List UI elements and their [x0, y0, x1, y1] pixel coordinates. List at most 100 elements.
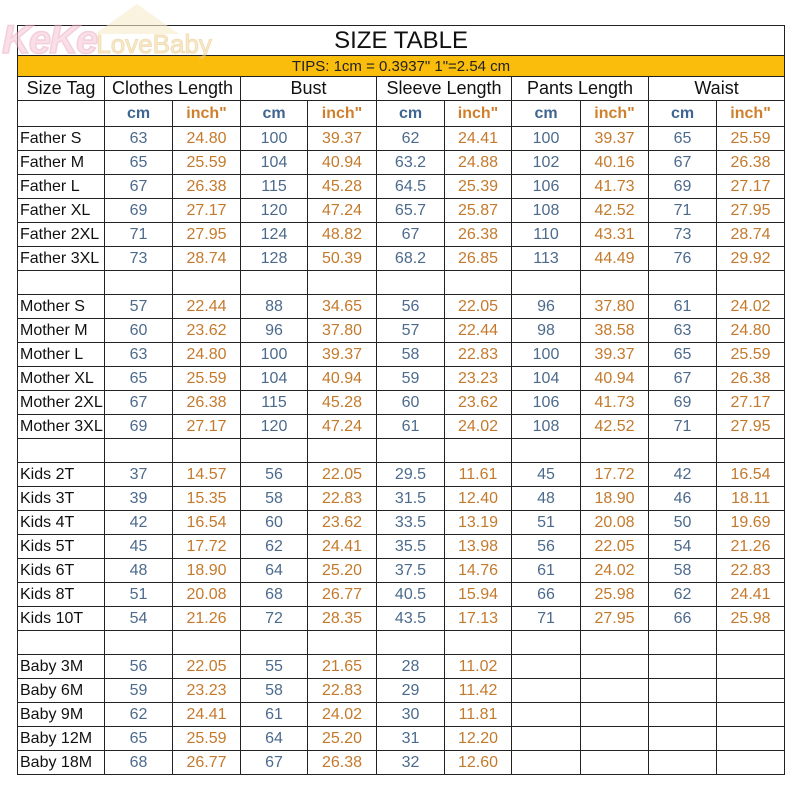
table-row: Mother L 63 24.80 100 39.37 58 22.83 100 39.37 65… — [17, 342, 786, 367]
size-tag-cell: Kids 6T — [17, 558, 105, 583]
inch-value-cell: 28.74 — [715, 222, 786, 247]
inch-value-cell: 47.24 — [307, 198, 377, 223]
inch-value-cell: 22.05 — [307, 462, 377, 487]
empty-cell — [648, 630, 717, 655]
cm-value-cell: 33.5 — [376, 510, 445, 535]
cm-value-cell: 57 — [376, 318, 445, 343]
inch-value-cell: 11.42 — [444, 678, 512, 703]
unit-inch: inch" — [172, 100, 241, 127]
table-row: Kids 10T 54 21.26 72 28.35 43.5 17.13 71 27.95 66… — [17, 606, 786, 631]
empty-cell — [240, 630, 308, 655]
inch-value-cell: 45.28 — [307, 390, 377, 415]
inch-value-cell: 22.83 — [715, 558, 786, 583]
table-row: Baby 9M 62 24.41 61 24.02 30 11.81 — [17, 702, 786, 727]
cm-value-cell: 63 — [648, 318, 717, 343]
table-row: Baby 3M 56 22.05 55 21.65 28 11.02 — [17, 654, 786, 679]
cm-value-cell: 43.5 — [376, 606, 445, 631]
inch-value-cell: 21.65 — [307, 654, 377, 679]
cm-value-cell: 60 — [240, 510, 308, 535]
inch-value-cell: 38.58 — [580, 318, 649, 343]
cm-value-cell: 71 — [648, 198, 717, 223]
empty-cell — [648, 438, 717, 463]
cm-value-cell — [648, 654, 717, 679]
inch-value-cell: 24.41 — [172, 702, 241, 727]
size-tag-cell: Father S — [17, 126, 105, 151]
table-row: Mother S 57 22.44 88 34.65 56 22.05 96 37.80 61 24… — [17, 294, 786, 319]
cm-value-cell: 55 — [240, 654, 308, 679]
size-tag-cell: Father 2XL — [17, 222, 105, 247]
cm-value-cell: 61 — [240, 702, 308, 727]
inch-value-cell — [715, 726, 786, 751]
cm-value-cell: 63.2 — [376, 150, 445, 175]
inch-value-cell: 27.17 — [715, 174, 786, 199]
size-tag-cell: Kids 5T — [17, 534, 105, 559]
cm-value-cell: 67 — [240, 750, 308, 775]
cm-value-cell: 67 — [104, 174, 173, 199]
inch-value-cell: 44.49 — [580, 246, 649, 271]
inch-value-cell: 37.80 — [580, 294, 649, 319]
cm-value-cell: 60 — [104, 318, 173, 343]
header-bust: Bust — [240, 76, 377, 101]
table-row: Kids 5T 45 17.72 62 24.41 35.5 13.98 56 22.05 54 2… — [17, 534, 786, 559]
empty-cell — [172, 270, 241, 295]
inch-value-cell: 25.59 — [715, 342, 786, 367]
inch-value-cell: 13.19 — [444, 510, 512, 535]
inch-value-cell: 21.26 — [172, 606, 241, 631]
unit-cm: cm — [104, 100, 173, 127]
cm-value-cell — [648, 678, 717, 703]
empty-cell — [240, 270, 308, 295]
inch-value-cell: 40.16 — [580, 150, 649, 175]
cm-value-cell: 120 — [240, 414, 308, 439]
table-row: Kids 4T 42 16.54 60 23.62 33.5 13.19 51 20.08 50 1… — [17, 510, 786, 535]
cm-value-cell: 113 — [511, 246, 581, 271]
cm-value-cell: 56 — [104, 654, 173, 679]
table-row: Baby 12M 65 25.59 64 25.20 31 12.20 — [17, 726, 786, 751]
header-size-tag: Size Tag — [17, 76, 105, 101]
cm-value-cell: 108 — [511, 414, 581, 439]
inch-value-cell: 23.23 — [444, 366, 512, 391]
inch-value-cell — [580, 726, 649, 751]
inch-value-cell: 27.95 — [580, 606, 649, 631]
cm-value-cell: 64 — [240, 558, 308, 583]
cm-value-cell — [648, 726, 717, 751]
inch-value-cell — [715, 750, 786, 775]
cm-value-cell: 67 — [648, 150, 717, 175]
cm-value-cell: 37 — [104, 462, 173, 487]
inch-value-cell — [580, 654, 649, 679]
cm-value-cell: 42 — [648, 462, 717, 487]
inch-value-cell: 13.98 — [444, 534, 512, 559]
empty-cell — [444, 630, 512, 655]
units-blank-cell — [17, 100, 105, 127]
inch-value-cell: 24.02 — [444, 414, 512, 439]
table-row: Kids 3T 39 15.35 58 22.83 31.5 12.40 48 18.90 46 1… — [17, 486, 786, 511]
cm-value-cell: 65.7 — [376, 198, 445, 223]
header-clothes-length: Clothes Length — [104, 76, 241, 101]
inch-value-cell — [715, 702, 786, 727]
cm-value-cell: 63 — [104, 126, 173, 151]
cm-value-cell: 56 — [511, 534, 581, 559]
empty-cell — [376, 270, 445, 295]
empty-cell — [376, 438, 445, 463]
unit-cm: cm — [648, 100, 717, 127]
inch-value-cell: 22.05 — [444, 294, 512, 319]
size-tag-cell: Mother L — [17, 342, 105, 367]
cm-value-cell: 69 — [104, 198, 173, 223]
inch-value-cell: 29.92 — [715, 246, 786, 271]
inch-value-cell: 26.77 — [307, 582, 377, 607]
header-sleeve-length: Sleeve Length — [376, 76, 512, 101]
size-tag-cell: Baby 12M — [17, 726, 105, 751]
inch-value-cell: 28.35 — [307, 606, 377, 631]
inch-value-cell: 41.73 — [580, 174, 649, 199]
inch-value-cell: 20.08 — [580, 510, 649, 535]
inch-value-cell: 24.88 — [444, 150, 512, 175]
cm-value-cell: 59 — [376, 366, 445, 391]
inch-value-cell: 24.41 — [444, 126, 512, 151]
unit-cm: cm — [376, 100, 445, 127]
unit-cm: cm — [511, 100, 581, 127]
cm-value-cell: 106 — [511, 390, 581, 415]
size-tag-cell: Father L — [17, 174, 105, 199]
inch-value-cell: 18.90 — [580, 486, 649, 511]
cm-value-cell: 96 — [240, 318, 308, 343]
empty-cell — [715, 438, 786, 463]
inch-value-cell: 28.74 — [172, 246, 241, 271]
